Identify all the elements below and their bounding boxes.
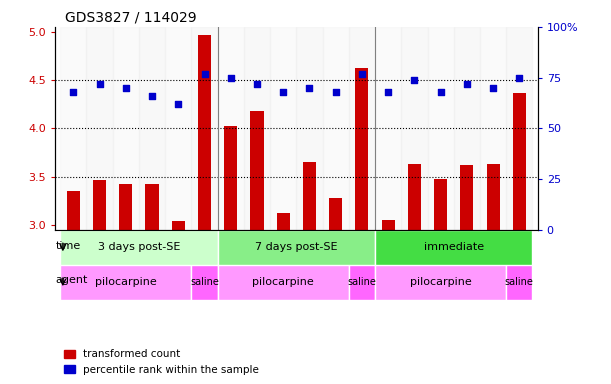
Text: time: time: [56, 240, 81, 251]
Point: [409, 76, 419, 83]
Point: [68, 89, 78, 95]
Point: [304, 85, 314, 91]
Bar: [480, 27, 506, 230]
Point: [121, 85, 131, 91]
Bar: [506, 265, 532, 300]
Bar: [218, 230, 375, 265]
Bar: [356, 68, 368, 230]
Bar: [87, 27, 112, 230]
Point: [147, 93, 157, 99]
Point: [279, 89, 288, 95]
Text: saline: saline: [505, 277, 534, 287]
Bar: [434, 179, 447, 230]
Bar: [375, 27, 401, 230]
Bar: [329, 198, 342, 230]
Point: [331, 89, 340, 95]
Bar: [119, 184, 133, 230]
Bar: [191, 265, 218, 300]
Bar: [408, 164, 421, 230]
Text: immediate: immediate: [423, 242, 484, 252]
Bar: [67, 191, 80, 230]
Bar: [506, 27, 532, 230]
Bar: [198, 35, 211, 230]
Point: [95, 81, 104, 87]
Bar: [218, 265, 349, 300]
Bar: [428, 27, 454, 230]
Bar: [375, 230, 532, 265]
Point: [200, 71, 210, 77]
Bar: [303, 162, 316, 230]
Bar: [60, 265, 191, 300]
Bar: [244, 27, 270, 230]
Text: GDS3827 / 114029: GDS3827 / 114029: [65, 10, 196, 24]
Bar: [382, 220, 395, 230]
Bar: [296, 27, 323, 230]
Point: [436, 89, 445, 95]
Bar: [218, 27, 244, 230]
Bar: [172, 221, 185, 230]
Point: [488, 85, 498, 91]
Text: 7 days post-SE: 7 days post-SE: [255, 242, 338, 252]
Bar: [60, 230, 218, 265]
Point: [174, 101, 183, 107]
Bar: [323, 27, 349, 230]
Text: pilocarpine: pilocarpine: [95, 277, 156, 287]
Point: [357, 71, 367, 77]
Point: [383, 89, 393, 95]
Bar: [270, 27, 296, 230]
Bar: [191, 27, 218, 230]
Bar: [224, 126, 237, 230]
Bar: [112, 27, 139, 230]
Bar: [375, 265, 506, 300]
Bar: [349, 265, 375, 300]
Text: 3 days post-SE: 3 days post-SE: [98, 242, 180, 252]
Bar: [145, 184, 159, 230]
Bar: [93, 180, 106, 230]
Bar: [486, 164, 500, 230]
Bar: [513, 93, 526, 230]
Bar: [60, 27, 87, 230]
Bar: [460, 165, 474, 230]
Point: [462, 81, 472, 87]
Bar: [349, 27, 375, 230]
Point: [226, 74, 236, 81]
Bar: [251, 111, 263, 230]
Legend: transformed count, percentile rank within the sample: transformed count, percentile rank withi…: [60, 345, 263, 379]
Bar: [277, 212, 290, 230]
Bar: [139, 27, 165, 230]
Text: saline: saline: [348, 277, 376, 287]
Bar: [454, 27, 480, 230]
Bar: [401, 27, 428, 230]
Bar: [165, 27, 191, 230]
Text: saline: saline: [190, 277, 219, 287]
Point: [252, 81, 262, 87]
Text: pilocarpine: pilocarpine: [410, 277, 472, 287]
Point: [514, 74, 524, 81]
Text: pilocarpine: pilocarpine: [252, 277, 314, 287]
Text: agent: agent: [56, 275, 88, 285]
